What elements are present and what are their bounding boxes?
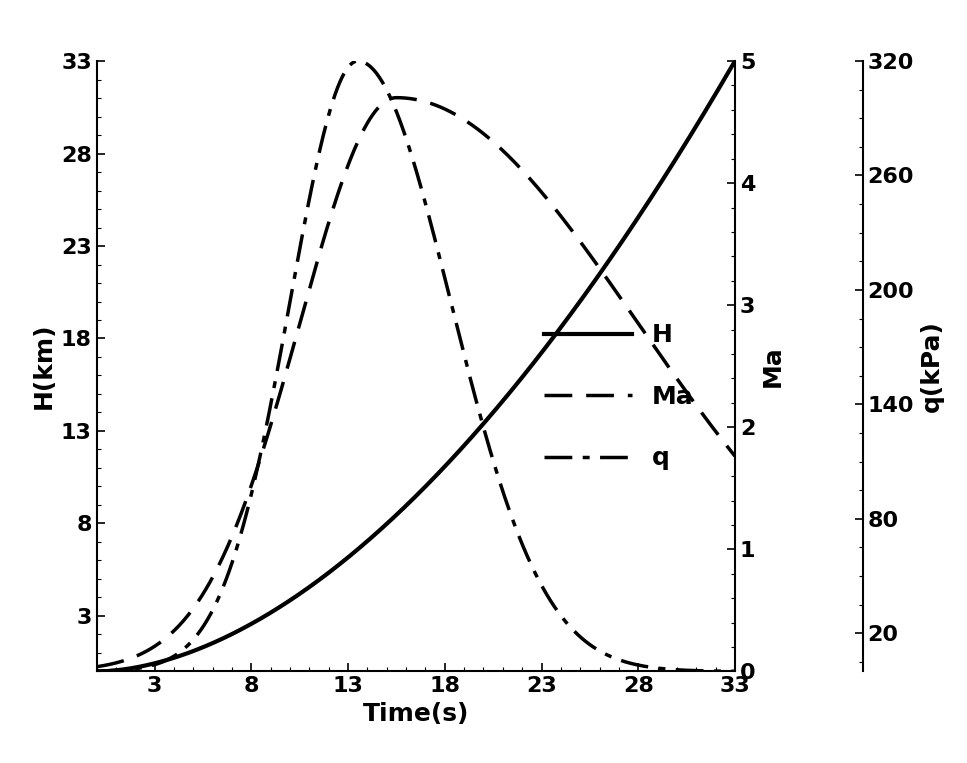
Ma — [349, 144, 361, 153]
H — [372, 527, 384, 536]
H — [601, 260, 612, 269]
Y-axis label: Ma: Ma — [761, 346, 785, 387]
Line: q: q — [97, 61, 735, 671]
q — [91, 667, 103, 676]
H — [349, 547, 361, 556]
H — [729, 56, 741, 66]
q — [352, 56, 364, 66]
Ma — [729, 452, 741, 461]
Ma — [156, 636, 167, 645]
q — [530, 569, 542, 578]
q — [349, 57, 361, 66]
Y-axis label: q(kPa): q(kPa) — [920, 320, 944, 412]
Ma — [530, 181, 542, 190]
H — [91, 667, 103, 676]
Line: Ma: Ma — [97, 98, 735, 667]
Y-axis label: H(km): H(km) — [31, 323, 55, 410]
Legend: H, Ma, q: H, Ma, q — [534, 314, 703, 480]
Ma — [589, 257, 601, 266]
q — [601, 650, 612, 659]
Ma — [601, 273, 612, 282]
q — [589, 643, 601, 652]
Ma — [372, 104, 384, 113]
q — [729, 667, 741, 676]
Ma — [391, 93, 402, 102]
q — [372, 72, 384, 81]
X-axis label: Time(s): Time(s) — [363, 702, 469, 726]
H — [156, 657, 167, 666]
H — [529, 356, 541, 365]
Line: H: H — [97, 61, 735, 671]
Ma — [91, 662, 103, 671]
H — [589, 277, 601, 286]
q — [156, 658, 167, 667]
